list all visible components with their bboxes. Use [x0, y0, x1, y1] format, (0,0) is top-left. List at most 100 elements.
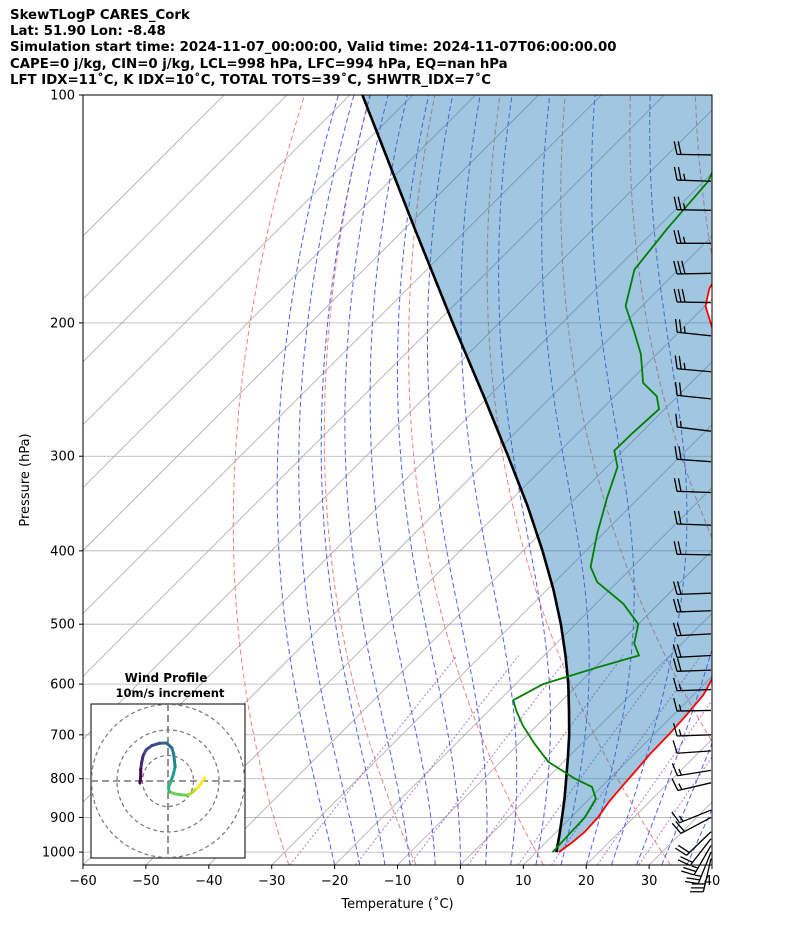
barb-flag [673, 697, 678, 712]
dry-adiabat [323, 95, 417, 865]
barb-half-flag [678, 704, 682, 712]
moist-adiabat [369, 95, 436, 865]
barb-flag [686, 877, 700, 881]
barb-flag [684, 880, 699, 885]
hodograph-segment [138, 774, 143, 785]
cin-shaded-area [362, 95, 712, 853]
barb-flag [673, 166, 678, 181]
moist-adiabat [460, 95, 518, 865]
barb-flag [677, 844, 690, 854]
barb-shaft [676, 709, 712, 712]
hodograph: Wind Profile 10m/s increment [90, 671, 246, 859]
isotherm-line [145, 298, 712, 865]
x-tick-label: 30 [641, 874, 658, 889]
barb-half-flag [691, 865, 699, 869]
isotherm-line [460, 612, 712, 865]
wind-barb [672, 581, 712, 596]
barb-half-flag [679, 420, 682, 428]
dry-adiabat [232, 95, 305, 865]
hodograph-title: Wind Profile [125, 671, 208, 685]
barb-shaft [676, 490, 712, 494]
wind-barb [673, 541, 712, 556]
mixing-ratio-line [289, 655, 458, 865]
barb-flag [675, 821, 686, 832]
barb-flag [671, 778, 679, 791]
x-tick-label: −30 [258, 874, 285, 889]
barb-half-flag [678, 783, 683, 790]
barb-flag [677, 141, 682, 155]
barb-flag [672, 622, 678, 636]
barb-shaft [676, 734, 712, 737]
barb-half-flag [682, 236, 686, 244]
isotherm-line [83, 95, 351, 363]
barb-shaft [677, 633, 712, 637]
chart-header: SkewTLogP CARES_Cork Lat: 51.90 Lon: -8.… [10, 8, 617, 89]
barb-shaft [702, 858, 712, 892]
moist-adiabat [397, 95, 461, 865]
barb-flag [678, 382, 682, 396]
mixing-ratio-line [517, 655, 671, 865]
barb-shaft [676, 179, 712, 182]
barb-shaft [677, 750, 712, 754]
barb-flag [680, 856, 693, 863]
barb-flag [672, 644, 678, 658]
y-tick-label: 900 [50, 811, 75, 826]
barb-flag [678, 446, 682, 460]
mixing-ratio-line [596, 699, 712, 865]
barb-shaft [676, 688, 712, 692]
y-tick-label: 200 [50, 316, 75, 331]
moist-adiabat [344, 95, 411, 865]
barb-shaft [677, 654, 712, 658]
isotherm-line [83, 95, 413, 426]
wind-barb [690, 858, 712, 893]
moist-adiabat [298, 95, 361, 865]
barb-flag [671, 822, 682, 834]
barb-flag [672, 722, 678, 737]
y-axis-label: Pressure (hPa) [18, 433, 33, 526]
wind-barb [684, 851, 712, 885]
wind-barb [674, 318, 712, 337]
y-tick-label: 1000 [42, 846, 75, 861]
isotherm-line [83, 95, 602, 614]
moist-adiabat [661, 741, 712, 865]
wind-barb [673, 478, 712, 494]
moist-adiabat [427, 95, 488, 865]
wind-barb [674, 355, 712, 373]
barb-flag [671, 811, 681, 824]
wind-barb [673, 166, 712, 182]
barb-flag [673, 196, 678, 210]
barb-half-flag [678, 684, 682, 691]
barb-shaft [677, 331, 712, 337]
barb-flag [674, 446, 678, 460]
barb-flag [672, 740, 678, 754]
barb-half-flag [683, 362, 686, 370]
x-tick-label: −10 [384, 874, 411, 889]
barb-flag [673, 288, 678, 303]
barb-shaft [689, 838, 712, 866]
parcel-line [361, 95, 571, 853]
barb-shaft [697, 851, 712, 884]
wind-barb [672, 598, 712, 613]
wind-barb [674, 831, 712, 856]
barb-flag [681, 288, 686, 303]
series-layer [361, 95, 712, 853]
index-line: LFT IDX=11˚C, K IDX=10˚C, TOTAL TOTS=39˚… [10, 72, 492, 88]
barb-shaft [676, 153, 712, 156]
wind-barb [674, 382, 712, 400]
barb-flag [673, 141, 678, 155]
isotherm-line [83, 95, 665, 677]
barb-half-flag [683, 173, 686, 181]
barb-shaft [676, 553, 712, 556]
hodograph-subtitle: 10m/s increment [116, 686, 225, 700]
barb-shaft [677, 426, 712, 432]
barb-half-flag [683, 326, 686, 334]
x-tick-label: 40 [704, 874, 721, 889]
x-tick-label: −60 [69, 874, 96, 889]
barb-shaft [680, 816, 712, 834]
grid-layer [83, 95, 712, 865]
time-line: Simulation start time: 2024-11-07_00:00:… [10, 40, 617, 56]
barb-flag [672, 581, 678, 595]
wind-barb [672, 677, 712, 692]
isotherm-line [523, 675, 712, 865]
barb-shaft [676, 523, 712, 526]
